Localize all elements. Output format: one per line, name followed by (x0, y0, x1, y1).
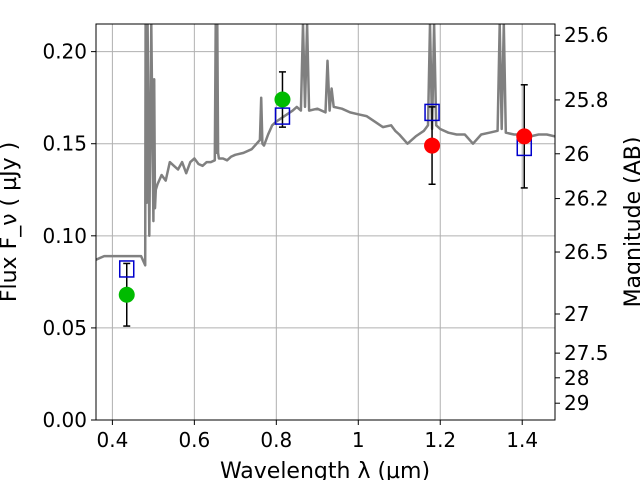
x-tick-label: 0.8 (260, 428, 292, 452)
model-photometry-square (274, 107, 291, 125)
y-tick-label: 0.00 (42, 408, 87, 432)
x-tick-label: 0.6 (178, 428, 210, 452)
magnitude-tick-label: 27 (564, 302, 589, 326)
x-tick-label: 1 (352, 428, 365, 452)
plot-frame (95, 23, 556, 421)
y-tick-label: 0.05 (42, 316, 87, 340)
x-axis-label: Wavelength λ (µm) (220, 459, 430, 480)
magnitude-tick-label: 27.5 (564, 341, 609, 365)
model-photometry-square (424, 103, 440, 122)
x-axis-ticks: 0.4 0.6 0.8 1 1.2 1.4 (96, 420, 538, 452)
spectrum-layer (96, 24, 555, 267)
x-tick-label: 1.4 (506, 428, 538, 452)
observed-point-red (424, 137, 441, 154)
observed-point-green (274, 91, 291, 108)
x-tick-label: 1.2 (424, 428, 456, 452)
photometry-layer (118, 71, 533, 327)
grid (96, 24, 555, 421)
y-tick-label: 0.15 (42, 132, 87, 156)
y-tick-label: 0.10 (42, 224, 87, 248)
magnitude-axis-label: Magnitude (AB) (621, 137, 640, 308)
y-axis-ticks: 0.00 0.05 0.10 0.15 0.20 (42, 40, 96, 432)
magnitude-tick-label: 25.6 (564, 23, 609, 47)
magnitude-tick-label: 26 (564, 142, 589, 166)
magnitude-tick-label: 29 (564, 391, 589, 415)
magnitude-tick-label: 28 (564, 366, 589, 390)
x-tick-label: 0.4 (96, 428, 128, 452)
observed-point-green (118, 286, 135, 303)
y-axis-label: Flux F_ν ( µJy ) (0, 142, 22, 302)
observed-point-red (516, 128, 533, 145)
spectrum-line (96, 24, 555, 267)
model-photometry-square (118, 260, 135, 278)
magnitude-tick-label: 26.2 (564, 187, 609, 211)
magnitude-tick-label: 25.8 (564, 88, 609, 112)
magnitude-tick-label: 26.5 (564, 240, 609, 264)
y-tick-label: 0.20 (42, 40, 87, 64)
